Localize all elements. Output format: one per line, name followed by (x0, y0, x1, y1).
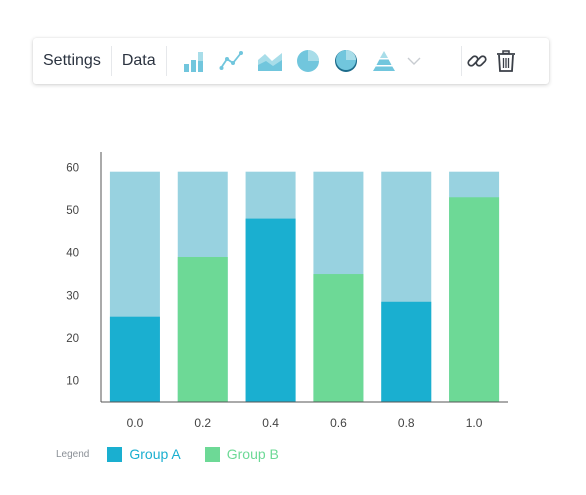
pyramid-chart-icon[interactable] (365, 38, 403, 84)
legend-label-group-b: Group B (226, 446, 279, 462)
legend-label-group-a: Group A (129, 446, 181, 462)
bar-group-b (177, 256, 228, 402)
toolbar-divider (110, 46, 112, 76)
legend-swatch-group-a (107, 446, 123, 462)
donut-chart-icon[interactable] (327, 38, 365, 84)
area-chart-icon[interactable] (251, 38, 289, 84)
x-tick-label: 0.0 (127, 416, 144, 430)
x-tick-label: 1.0 (466, 416, 483, 430)
bar-group-b (313, 274, 364, 402)
link-icon[interactable] (462, 38, 492, 84)
line-chart-icon[interactable] (213, 38, 251, 84)
toolbar-divider (165, 46, 167, 76)
chart-legend: Legend Group A Group B (56, 444, 303, 464)
y-tick-label: 60 (66, 162, 79, 174)
pie-chart-icon[interactable] (289, 38, 327, 84)
legend-swatch-group-b (204, 446, 220, 462)
y-tick-label: 20 (66, 333, 79, 345)
y-tick-label: 40 (66, 248, 79, 260)
legend-item-group-b[interactable]: Group B (204, 446, 279, 462)
x-tick-label: 0.2 (194, 416, 211, 430)
bar-group-a (381, 301, 432, 402)
bar-group-a (109, 316, 160, 402)
bar-group-a (245, 218, 296, 402)
trash-icon[interactable] (492, 38, 520, 84)
y-tick-label: 50 (66, 205, 79, 217)
chart-toolbar: Settings Data (33, 38, 549, 84)
settings-button[interactable]: Settings (43, 52, 101, 69)
y-tick-label: 30 (66, 290, 79, 302)
bar-chart-icon[interactable] (175, 38, 213, 84)
chevron-down-icon[interactable] (403, 38, 425, 84)
legend-title: Legend (56, 448, 90, 460)
x-tick-label: 0.6 (330, 416, 347, 430)
x-tick-label: 0.4 (262, 416, 279, 430)
stacked-bar-chart: 10 20 30 40 50 60 0.0 0.2 0.4 0.6 0.8 1.0 (66, 152, 508, 430)
toolbar-divider (460, 46, 462, 76)
data-button[interactable]: Data (121, 52, 156, 69)
y-tick-label: 10 (66, 376, 79, 388)
legend-item-group-a[interactable]: Group A (107, 446, 181, 462)
bar-group-b (449, 197, 500, 402)
x-tick-label: 0.8 (398, 416, 415, 430)
